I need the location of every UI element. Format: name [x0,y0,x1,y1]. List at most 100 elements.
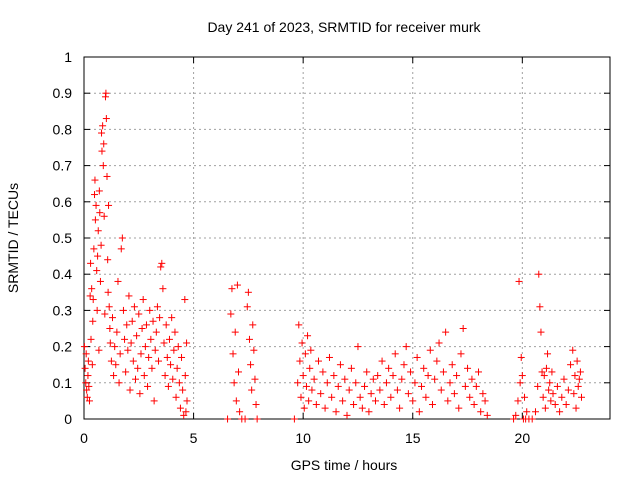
axis-ticks: 00.10.20.30.40.50.60.70.80.910 5 10 15 20 [53,49,610,446]
data-point [116,350,124,358]
data-point [127,339,135,347]
data-point [461,382,469,390]
data-point [354,343,362,351]
data-point [104,288,112,296]
data-point [236,408,244,416]
data-point [149,317,157,325]
data-point [88,285,96,293]
data-point [380,401,388,409]
data-point [413,353,421,361]
plot-frame [83,56,611,420]
data-point [297,393,305,401]
data-point [336,361,344,369]
data-point [91,191,99,199]
data-point [135,310,143,318]
data-point [93,306,101,314]
data-point [125,292,133,300]
data-point [105,201,113,209]
data-point [130,303,138,311]
data-point [232,397,240,405]
data-point [161,372,169,380]
data-point [181,372,189,380]
data-point [163,353,171,361]
data-point [321,404,329,412]
data-point [367,390,375,398]
data-point [83,393,91,401]
data-point [128,317,136,325]
data-point [407,368,415,376]
data-point [536,303,544,311]
data-point [160,339,168,347]
data-point [81,364,89,372]
data-point [560,375,568,383]
data-point [564,386,572,394]
data-point [528,415,536,423]
y-tick-label: 0.3 [53,302,73,318]
data-point [87,259,95,267]
data-point [363,368,371,376]
data-point [514,397,522,405]
data-point [376,386,384,394]
data-point [248,386,256,394]
data-point [102,115,110,123]
data-point [84,357,92,365]
data-point [89,296,97,304]
data-point [93,267,101,275]
data-point [382,379,390,387]
data-point [175,379,183,387]
data-point [100,212,108,220]
data-point [455,404,463,412]
x-tick-label: 15 [405,430,421,446]
data-point [227,310,235,318]
data-point [103,172,111,180]
data-point [464,364,472,372]
data-point [244,288,252,296]
data-point [374,372,382,380]
data-point [571,372,579,380]
data-point [83,386,91,394]
data-point [173,364,181,372]
data-point [106,325,114,332]
data-point [146,306,154,314]
data-point [466,393,474,401]
data-point [548,368,556,376]
data-point [470,401,478,409]
data-point [541,404,549,412]
data-point [540,372,548,380]
data-point [302,382,310,390]
data-point [179,386,187,394]
data-point [155,357,163,365]
data-point [229,350,237,358]
y-tick-label: 0.5 [53,230,73,246]
data-point [102,89,110,97]
data-point [117,245,125,253]
data-point [378,357,386,365]
data-point [308,386,316,394]
data-point [82,350,90,358]
data-point [106,339,114,347]
data-point [537,328,545,336]
data-point [105,303,113,311]
data-point [153,303,161,311]
data-point [158,259,166,267]
data-point [141,343,149,351]
data-point [574,382,582,390]
data-point [323,379,331,387]
data-point [319,368,327,376]
data-point [144,382,152,390]
data-point [294,379,302,387]
data-point [325,353,333,361]
data-point [296,357,304,365]
data-point [575,375,583,383]
data-point [510,415,518,423]
data-point [138,325,146,332]
data-point [538,368,546,376]
data-point [298,339,306,347]
data-point [545,386,553,394]
data-point [442,328,450,336]
data-point [80,343,88,351]
data-point [89,317,97,325]
data-point [301,350,309,358]
data-point [418,382,426,390]
